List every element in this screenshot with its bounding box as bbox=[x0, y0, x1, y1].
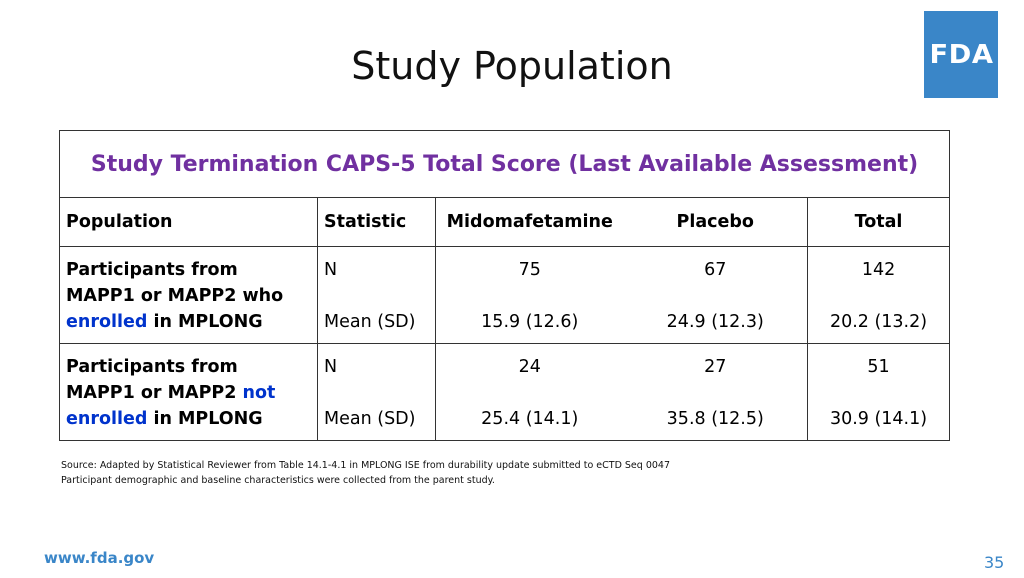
table-row: Participants from MAPP1 or MAPP2 not enr… bbox=[59, 343, 951, 441]
table-caption: Study Termination CAPS-5 Total Score (La… bbox=[58, 130, 951, 198]
highlight-not-enrolled: not enrolled bbox=[66, 383, 276, 429]
total-cell: 51 30.9 (14.1) bbox=[806, 343, 951, 441]
slide-title: Study Population bbox=[351, 44, 673, 88]
fda-url: www.fda.gov bbox=[44, 549, 155, 567]
header-placebo: Placebo bbox=[623, 197, 808, 247]
page-number: 35 bbox=[984, 553, 1005, 572]
header-statistic: Statistic bbox=[317, 197, 436, 247]
source-line: Source: Adapted by Statistical Reviewer … bbox=[61, 460, 671, 471]
placebo-cell: 67 24.9 (12.3) bbox=[623, 246, 808, 344]
population-not-enrolled: Participants from MAPP1 or MAPP2 not enr… bbox=[59, 343, 318, 441]
fda-logo: FDA bbox=[924, 11, 998, 98]
table-caption-row: Study Termination CAPS-5 Total Score (La… bbox=[58, 130, 951, 198]
midomafetamine-cell: 24 25.4 (14.1) bbox=[435, 343, 624, 441]
statistic-cell: N Mean (SD) bbox=[317, 343, 436, 441]
study-population-table: Study Termination CAPS-5 Total Score (La… bbox=[58, 130, 951, 441]
statistic-cell: N Mean (SD) bbox=[317, 246, 436, 344]
total-cell: 142 20.2 (13.2) bbox=[806, 246, 951, 344]
table-row: Participants from MAPP1 or MAPP2 who enr… bbox=[59, 246, 951, 344]
population-enrolled: Participants from MAPP1 or MAPP2 who enr… bbox=[59, 246, 318, 344]
source-footnote: Source: Adapted by Statistical Reviewer … bbox=[61, 458, 670, 488]
midomafetamine-cell: 75 15.9 (12.6) bbox=[435, 246, 624, 344]
header-midomafetamine: Midomafetamine bbox=[435, 197, 624, 247]
note-line: Participant demographic and baseline cha… bbox=[61, 475, 495, 486]
table-header-row: Population Statistic Midomafetamine Plac… bbox=[59, 197, 951, 247]
fda-logo-text: FDA bbox=[928, 39, 994, 70]
placebo-cell: 27 35.8 (12.5) bbox=[623, 343, 808, 441]
highlight-enrolled: enrolled bbox=[66, 312, 148, 332]
header-total: Total bbox=[806, 197, 951, 247]
header-population: Population bbox=[59, 197, 318, 247]
